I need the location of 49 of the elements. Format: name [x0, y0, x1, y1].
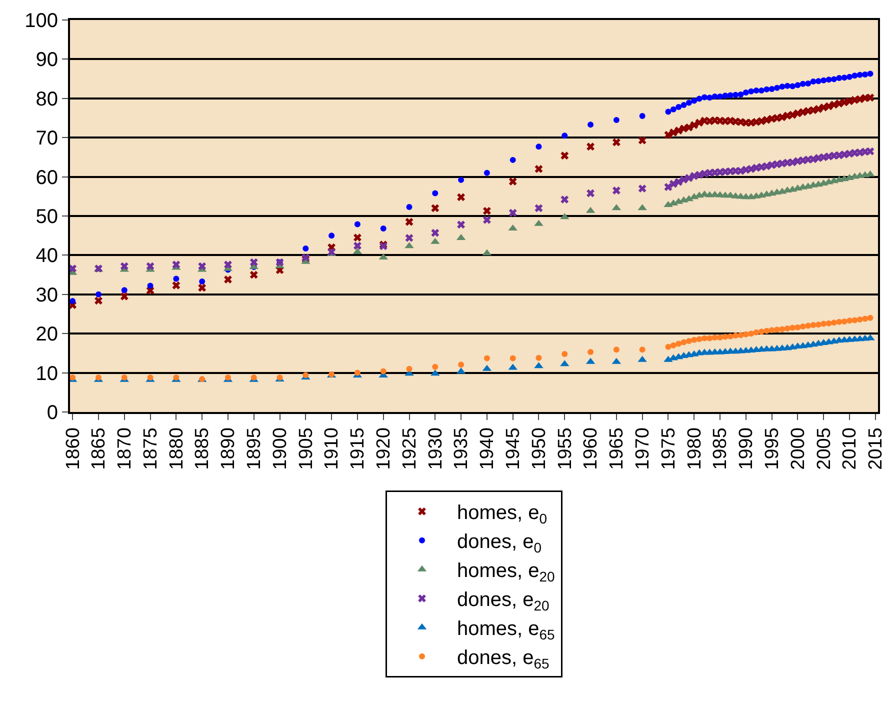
x-tick-label: 1910: [322, 428, 343, 470]
y-tick-label: 80: [36, 88, 58, 110]
x-tick-label: 1900: [270, 428, 291, 470]
x-tick-label: 1985: [710, 428, 732, 470]
x-tick-label: 2010: [840, 428, 861, 470]
x-tick-label: 1945: [503, 428, 524, 470]
x-tick-label: 1870: [114, 428, 136, 470]
x-tick-label: 1950: [528, 428, 550, 470]
legend-label: dones, e$_{65}$: [457, 647, 550, 672]
y-tick-label: 90: [36, 49, 58, 72]
x-tick-label: 1930: [425, 428, 446, 470]
y-tick-label: 20: [36, 324, 58, 346]
x-tick-label: 1975: [658, 428, 680, 470]
legend-label: dones, e$_{20}$: [457, 589, 550, 614]
x-tick-label: 1995: [762, 428, 783, 470]
x-tick-label: 1860: [62, 428, 84, 470]
y-tick-label: 100: [24, 10, 58, 32]
x-tick-label: 1940: [477, 428, 498, 470]
legend-label: homes, e$_{20}$: [457, 560, 556, 584]
x-tick-label: 2015: [866, 428, 887, 470]
y-tick-label: 10: [36, 362, 58, 385]
x-tick-label: 1890: [218, 428, 240, 470]
x-tick-label: 1990: [736, 428, 758, 470]
x-tick-label: 1880: [166, 428, 188, 470]
x-tick-label: 1960: [580, 428, 602, 470]
y-tick-label: 60: [36, 166, 58, 189]
legend-label: homes, e$_{0}$: [457, 502, 548, 526]
x-tick-label: 1920: [374, 428, 395, 470]
x-tick-label: 1895: [244, 428, 266, 470]
x-tick-label: 1925: [399, 428, 420, 470]
x-tick-label: 1875: [140, 428, 162, 470]
x-tick-label: 1885: [192, 428, 214, 470]
y-tick-label: 50: [36, 206, 58, 228]
y-tick-label: 0: [46, 402, 58, 424]
x-tick-label: 1865: [88, 428, 110, 470]
x-tick-label: 1955: [554, 428, 576, 470]
x-tick-label: 1935: [451, 428, 472, 470]
x-tick-label: 1970: [632, 428, 654, 470]
x-tick-label: 2005: [814, 428, 835, 470]
legend-label: homes, e$_{65}$: [457, 618, 556, 642]
x-tick-label: 1905: [296, 428, 317, 470]
x-tick-label: 1965: [606, 428, 628, 470]
x-tick-label: 1915: [348, 428, 369, 470]
y-tick-label: 30: [36, 284, 58, 306]
y-tick-label: 70: [36, 128, 58, 150]
legend-label: dones, e$_{0}$: [457, 531, 542, 556]
x-tick-label: 2000: [788, 428, 809, 470]
y-tick-label: 40: [36, 245, 58, 268]
x-tick-label: 1980: [684, 428, 706, 470]
